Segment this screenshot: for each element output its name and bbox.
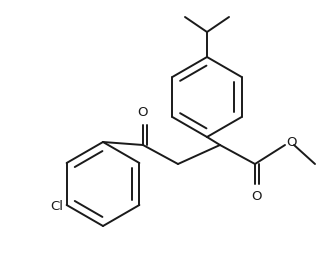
Text: Cl: Cl	[50, 199, 64, 212]
Text: O: O	[286, 137, 296, 150]
Text: O: O	[252, 190, 262, 203]
Text: O: O	[138, 106, 148, 119]
